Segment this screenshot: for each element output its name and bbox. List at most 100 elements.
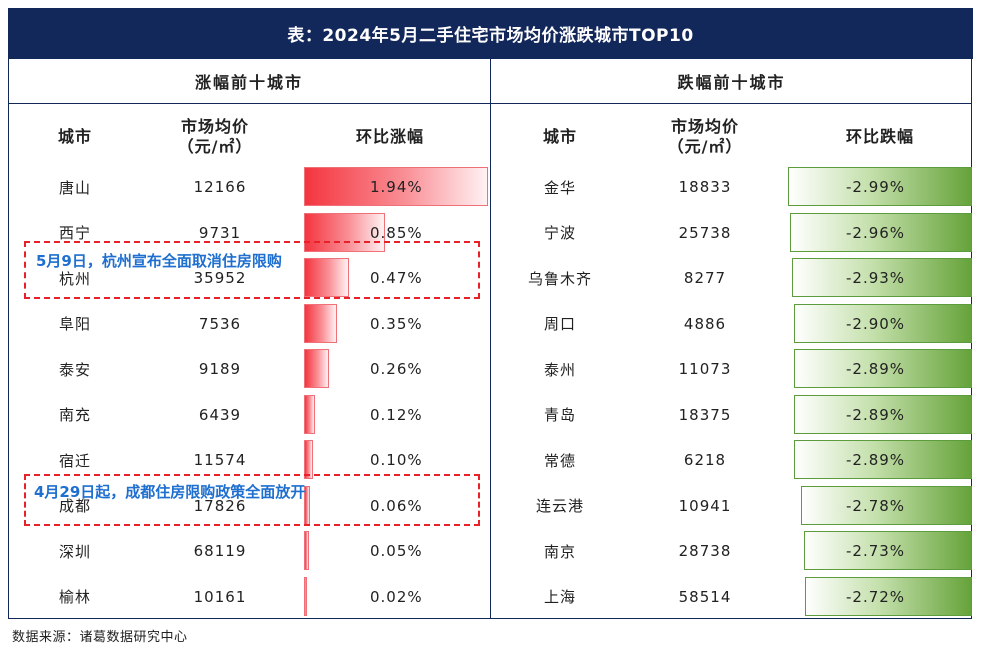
fall-col-city: 城市 <box>542 127 577 146</box>
rise-change-label: 1.94% <box>370 178 423 196</box>
rise-price-cell: 35952 <box>193 269 247 287</box>
fall-change-cell: -2.89% <box>786 437 972 483</box>
hangzhou-annotation-box <box>24 241 480 299</box>
rise-change-bar <box>304 167 488 206</box>
fall-change-bar <box>804 576 972 616</box>
rise-city-cell: 泰安 <box>58 360 91 379</box>
fall-change-cell: -2.93% <box>786 255 972 301</box>
data-source-note: 数据来源：诸葛数据研究中心 <box>12 630 188 645</box>
rise-change-label: 0.10% <box>370 451 423 469</box>
rise-change-cell: 0.06% <box>304 483 490 529</box>
fall-change-label: -2.93% <box>846 269 906 287</box>
rise-col-price-title: 市场均价 <box>180 117 249 136</box>
fall-change-cell: -2.99% <box>786 164 972 210</box>
fall-price-cell: 11073 <box>678 360 732 378</box>
fall-city-cell: 泰州 <box>543 360 576 379</box>
rise-section-heading: 涨幅前十城市 <box>194 73 303 92</box>
fall-change-bar <box>800 485 972 525</box>
rise-change-label: 0.02% <box>370 587 423 606</box>
fall-change-cell: -2.78% <box>786 483 972 529</box>
fall-change-label: -2.72% <box>846 587 906 606</box>
rise-change-bar <box>304 440 314 479</box>
rise-change-label: 0.12% <box>370 405 423 424</box>
rise-col-city: 城市 <box>57 127 92 146</box>
fall-city-cell: 金华 <box>543 178 576 197</box>
rise-change-label: 0.47% <box>370 269 423 287</box>
fall-col-price: 市场均价 （元/㎡） <box>650 117 760 157</box>
rise-city-cell: 南充 <box>58 406 91 424</box>
fall-change-label: -2.89% <box>846 405 906 424</box>
fall-city-cell: 乌鲁木齐 <box>527 269 592 288</box>
rise-city-cell: 唐山 <box>58 178 91 197</box>
rise-change-cell: 0.47% <box>304 255 490 301</box>
fall-price-cell: 4886 <box>683 314 727 333</box>
table-title: 表：2024年5月二手住宅市场均价涨跌城市TOP10 <box>8 8 973 59</box>
rise-change-cell: 0.05% <box>304 528 490 574</box>
rise-change-cell: 0.12% <box>304 392 490 438</box>
fall-change-label: -2.99% <box>846 178 906 196</box>
rise-price-cell: 6439 <box>198 405 242 424</box>
fall-change-label: -2.73% <box>846 542 906 560</box>
fall-city-cell: 连云港 <box>535 497 584 515</box>
rise-change-label: 0.06% <box>370 496 423 515</box>
fall-change-label: -2.78% <box>846 496 906 515</box>
fall-city-cell: 常德 <box>543 451 576 470</box>
rise-city-cell: 西宁 <box>58 224 91 242</box>
fall-city-cell: 周口 <box>543 315 576 333</box>
rise-change-bar <box>304 576 307 616</box>
rise-price-cell: 9189 <box>198 360 242 378</box>
fall-change-cell: -2.89% <box>786 392 972 438</box>
rise-price-cell: 9731 <box>198 223 242 242</box>
rise-change-label: 0.85% <box>370 223 423 242</box>
rise-change-cell: 0.10% <box>304 437 490 483</box>
rise-change-bar <box>304 258 349 297</box>
fall-col-price-title: 市场均价 <box>670 117 739 136</box>
fall-change-label: -2.89% <box>846 451 906 469</box>
fall-col-price-unit: （元/㎡） <box>667 137 743 156</box>
fall-price-cell: 58514 <box>678 587 732 606</box>
rise-change-label: 0.26% <box>370 360 423 378</box>
table-divider <box>490 59 491 619</box>
rise-price-cell: 7536 <box>198 314 242 333</box>
rise-col-change: 环比涨幅 <box>355 127 424 146</box>
fall-change-bar <box>791 258 972 297</box>
fall-price-cell: 6218 <box>683 451 727 469</box>
rise-change-label: 0.05% <box>370 542 423 560</box>
fall-price-cell: 8277 <box>683 269 727 287</box>
fall-city-cell: 上海 <box>543 588 576 606</box>
fall-change-bar <box>804 531 972 570</box>
rise-city-cell: 阜阳 <box>58 315 91 333</box>
rise-col-price: 市场均价 （元/㎡） <box>160 117 270 157</box>
rise-city-cell: 成都 <box>58 497 91 515</box>
rise-city-cell: 榆林 <box>58 588 91 606</box>
chengdu-annotation-box <box>24 474 480 526</box>
rise-change-cell: 0.35% <box>304 301 490 347</box>
fall-price-cell: 28738 <box>678 542 732 560</box>
rise-price-cell: 17826 <box>193 496 247 515</box>
fall-change-bar <box>794 349 972 388</box>
rise-change-bar <box>304 531 309 570</box>
rise-change-cell: 0.26% <box>304 346 490 392</box>
fall-price-cell: 18375 <box>678 405 732 424</box>
fall-change-label: -2.96% <box>846 223 906 242</box>
rise-city-cell: 宿迁 <box>58 451 91 470</box>
fall-section-heading: 跌幅前十城市 <box>677 73 786 92</box>
fall-price-cell: 25738 <box>678 223 732 242</box>
rise-change-bar <box>304 212 385 252</box>
fall-city-cell: 南京 <box>543 542 576 561</box>
fall-change-bar <box>789 212 972 252</box>
rise-price-cell: 10161 <box>193 587 247 606</box>
rise-change-cell: 1.94% <box>304 164 490 210</box>
fall-change-label: -2.90% <box>846 314 906 333</box>
fall-price-cell: 18833 <box>678 178 732 196</box>
rise-change-bar <box>304 394 316 434</box>
fall-change-label: -2.89% <box>846 360 906 378</box>
rise-price-cell: 11574 <box>193 451 247 469</box>
fall-change-bar <box>794 440 972 479</box>
chengdu-annotation-text: 4月29日起，成都住房限购政策全面放开 <box>34 483 306 501</box>
rise-change-bar <box>304 349 329 388</box>
rise-change-label: 0.35% <box>370 314 423 333</box>
fall-section-rule <box>491 103 972 104</box>
rise-city-cell: 杭州 <box>58 269 91 288</box>
fall-change-bar <box>793 303 972 343</box>
